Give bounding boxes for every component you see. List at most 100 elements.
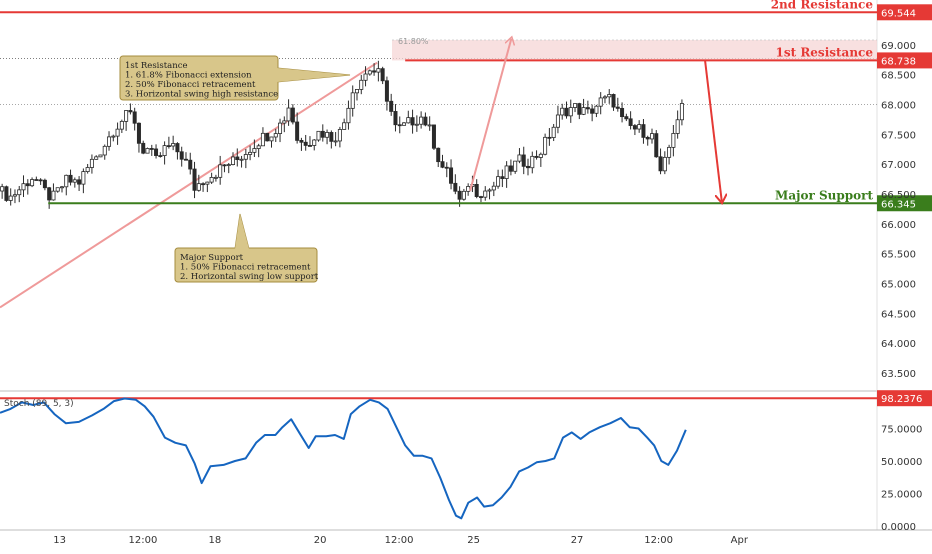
candle-body: [5, 187, 8, 201]
candle-body: [69, 175, 72, 182]
candle-body: [569, 108, 572, 116]
callout-resistance-line: 2. 50% Fibonacci retracement: [125, 80, 256, 90]
candle-body: [56, 188, 59, 191]
candle-body: [633, 126, 636, 129]
candle-body: [189, 160, 192, 169]
first-resistance-label: 1st Resistance: [776, 45, 874, 59]
candle-body: [420, 117, 423, 124]
price-tick-label: 65.000: [881, 280, 916, 291]
candle-body: [219, 165, 222, 177]
second-resistance-label: 2nd Resistance: [771, 0, 874, 11]
candle-body: [475, 184, 478, 196]
candle-body: [676, 120, 679, 134]
candle-body: [458, 191, 461, 199]
candle-body: [287, 108, 290, 121]
candle-body: [531, 156, 534, 167]
candle-body: [638, 125, 641, 129]
candle-body: [163, 146, 166, 156]
price-tick-label: 64.000: [881, 339, 916, 350]
candle-body: [159, 156, 162, 157]
candle-body: [372, 71, 375, 72]
candle-body: [398, 125, 401, 126]
candle-body: [625, 117, 628, 119]
callout-support-line: 1. 50% Fibonacci retracement: [180, 263, 311, 273]
candle-body: [573, 104, 576, 108]
stoch-pane[interactable]: [0, 392, 877, 530]
candle-body: [13, 195, 16, 196]
candle-body: [608, 94, 611, 96]
candle-body: [454, 183, 457, 191]
candle-body: [680, 103, 683, 119]
candle-body: [377, 69, 380, 72]
candle-body: [539, 154, 542, 157]
candle-body: [364, 74, 367, 80]
price-tick-label: 68.000: [881, 100, 916, 111]
first-resistance-badge-value: 68.738: [881, 56, 916, 67]
time-tick-label: 12:00: [385, 535, 414, 546]
candle-body: [663, 157, 666, 170]
stoch-tick-label: 50.0000: [881, 457, 922, 468]
candle-body: [415, 124, 418, 125]
candle-body: [206, 182, 209, 184]
candle-body: [355, 89, 358, 92]
stoch-tick-label: 25.0000: [881, 490, 922, 501]
candle-body: [449, 168, 452, 183]
candle-body: [278, 123, 281, 133]
candle-body: [407, 118, 410, 123]
candle-body: [95, 157, 98, 159]
candle-body: [86, 167, 89, 171]
candle-body: [582, 108, 585, 115]
candle-body: [509, 166, 512, 171]
candle-body: [437, 148, 440, 161]
candle-body: [325, 132, 328, 137]
candle-body: [107, 137, 110, 146]
candle-body: [184, 159, 187, 160]
candle-body: [35, 180, 38, 181]
candle-body: [599, 98, 602, 106]
candle-body: [52, 191, 55, 200]
candle-body: [193, 169, 196, 190]
candle-body: [154, 149, 157, 156]
candle-body: [39, 180, 42, 181]
candle-body: [26, 184, 29, 186]
candle-body: [197, 184, 200, 191]
candle-body: [338, 129, 341, 140]
candle-body: [655, 134, 658, 157]
candle-body: [22, 184, 25, 190]
candle-body: [120, 121, 123, 129]
candle-body: [428, 125, 431, 126]
time-tick-label: 27: [571, 535, 584, 546]
fibonacci-label: 61.80%: [398, 37, 429, 46]
candle-body: [240, 159, 243, 160]
candle-body: [274, 134, 277, 137]
price-tick-label: 69.000: [881, 41, 916, 52]
candle-body: [642, 125, 645, 138]
candle-body: [231, 157, 234, 165]
candle-body: [578, 104, 581, 115]
candle-body: [296, 122, 299, 140]
candle-body: [244, 154, 247, 159]
candle-body: [99, 155, 102, 157]
candle-body: [552, 127, 555, 137]
candle-body: [411, 118, 414, 125]
candle-body: [257, 146, 260, 149]
callout-resistance-line: 3. Horizontal swing high resistance: [125, 90, 278, 100]
candle-body: [603, 97, 606, 98]
time-tick-label: 18: [208, 535, 221, 546]
price-tick-label: 65.500: [881, 250, 916, 261]
candle-body: [172, 144, 175, 146]
callout-resistance-line: 1. 61.8% Fibonacci extension: [125, 71, 252, 81]
candle-body: [253, 149, 256, 153]
candle-body: [330, 132, 333, 141]
stoch-tick-label: 75.0000: [881, 424, 922, 435]
candle-body: [317, 131, 320, 140]
candle-body: [394, 111, 397, 124]
candle-body: [368, 71, 371, 74]
candle-body: [556, 115, 559, 127]
stoch-level-value: 98.2376: [881, 394, 922, 405]
candle-body: [214, 177, 217, 178]
candle-body: [586, 108, 589, 109]
candle-body: [612, 94, 615, 107]
